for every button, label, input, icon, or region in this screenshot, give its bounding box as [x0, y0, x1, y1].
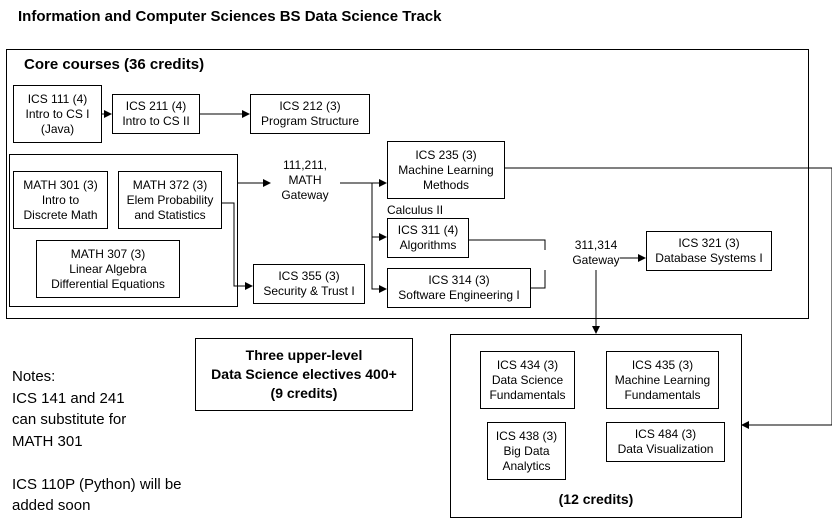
course-math307: MATH 307 (3) Linear Algebra Differential E…: [36, 240, 180, 298]
course-math372: MATH 372 (3) Elem Probability and Statisti…: [118, 171, 222, 229]
course-ics434: ICS 434 (3) Data Science Fundamentals: [480, 351, 575, 409]
course-ics212: ICS 212 (3) Program Structure: [250, 94, 370, 134]
notes-line: Notes:: [12, 368, 56, 385]
track-courses-frame: [450, 334, 742, 518]
core-courses-frame: [6, 49, 809, 319]
notes-line: added soon: [12, 497, 91, 514]
course-ics314: ICS 314 (3) Software Engineering I: [387, 268, 531, 308]
gateway-111-211-math: 111,211, MATH Gateway: [281, 158, 329, 202]
notes-line: ICS 110P (Python) will be: [12, 475, 182, 493]
course-ics484: ICS 484 (3) Data Visualization: [606, 422, 725, 462]
gateway-311-314: 311,314 Gateway: [572, 238, 620, 267]
course-ics311: ICS 311 (4) Algorithms: [387, 218, 469, 258]
electives-box: Three upper-level Data Science electives…: [195, 338, 413, 411]
course-ics321: ICS 321 (3) Database Systems I: [646, 231, 772, 271]
course-ics435: ICS 435 (3) Machine Learning Fundamentals: [606, 351, 719, 409]
notes-line: ICS 141 and 241: [12, 389, 125, 407]
track-credits: (12 credits): [558, 491, 634, 507]
notes: Notes: ICS 141 and 241 can substitute fo…: [12, 366, 182, 517]
course-ics111: ICS 111 (4) Intro to CS I (Java): [13, 85, 102, 143]
page-title: Information and Computer Sciences BS Dat…: [18, 8, 442, 25]
course-ics211: ICS 211 (4) Intro to CS II: [112, 94, 200, 134]
core-courses-heading: Core courses (36 credits): [24, 56, 205, 73]
course-ics235: ICS 235 (3) Machine Learning Methods: [387, 141, 505, 199]
notes-line: can substitute for: [12, 411, 127, 428]
course-math301: MATH 301 (3) Intro to Discrete Math: [13, 171, 108, 229]
calculus-ii-label: Calculus II: [387, 203, 444, 217]
course-ics355: ICS 355 (3) Security & Trust I: [253, 264, 365, 304]
notes-line: MATH 301: [12, 432, 83, 450]
course-ics438: ICS 438 (3) Big Data Analytics: [487, 422, 566, 480]
notes-line: [12, 452, 182, 474]
math-group-frame: [9, 154, 238, 307]
